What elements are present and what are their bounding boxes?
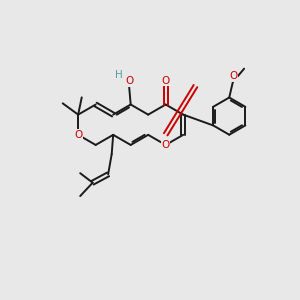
Text: O: O [229, 71, 238, 81]
Text: O: O [162, 76, 170, 86]
Text: O: O [74, 130, 82, 140]
Text: O: O [125, 76, 133, 86]
Text: O: O [162, 140, 170, 150]
Text: H: H [115, 70, 123, 80]
